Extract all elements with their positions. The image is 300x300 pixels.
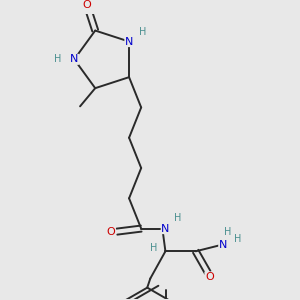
Text: O: O [82,0,91,10]
Text: N: N [125,37,133,46]
Text: O: O [205,272,214,282]
Text: O: O [106,226,115,237]
Text: H: H [150,243,157,253]
Text: N: N [161,224,170,234]
Text: H: H [234,234,242,244]
Text: H: H [224,226,231,237]
Text: N: N [219,240,227,250]
Text: H: H [54,54,61,64]
Text: N: N [70,54,79,64]
Text: H: H [174,213,181,223]
Text: H: H [139,27,146,37]
